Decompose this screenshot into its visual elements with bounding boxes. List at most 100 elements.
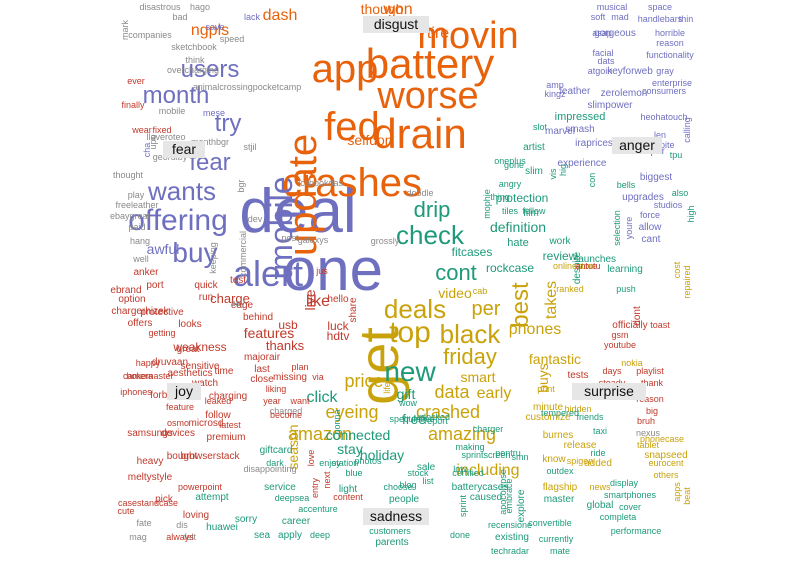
- word: port: [146, 280, 163, 291]
- word: devices: [161, 428, 195, 439]
- word: play: [128, 190, 145, 200]
- word: ebrand: [110, 285, 141, 296]
- word: great: [177, 344, 200, 355]
- word: grossly: [371, 236, 400, 246]
- word: apps: [672, 482, 682, 502]
- word: fellow: [522, 206, 546, 216]
- word: ich: [298, 178, 310, 188]
- word: freeleather: [115, 200, 158, 210]
- word: playlist: [636, 366, 664, 376]
- word: cha: [142, 143, 152, 158]
- word: fixed: [152, 125, 171, 135]
- word: bruh: [637, 416, 655, 426]
- word: dont: [632, 306, 643, 326]
- word: dev: [248, 214, 263, 224]
- word: heavy: [137, 456, 164, 467]
- word: casestandcase: [118, 498, 178, 508]
- word: master: [544, 494, 575, 505]
- word: career: [282, 516, 311, 527]
- word: getting: [148, 328, 175, 338]
- word: click: [306, 389, 338, 406]
- word: news: [589, 482, 611, 492]
- word: leather: [560, 86, 591, 97]
- word: musical: [597, 2, 628, 12]
- word: latest: [219, 420, 241, 430]
- word: sale: [417, 462, 436, 473]
- word: wants: [147, 176, 216, 206]
- word: hig: [558, 164, 568, 176]
- word: facial: [592, 48, 613, 58]
- word: kingz: [544, 89, 566, 99]
- word: space: [648, 2, 672, 12]
- word: smart: [461, 369, 496, 385]
- word: overcharging: [167, 65, 219, 75]
- word: thing: [490, 192, 510, 202]
- word: marvel: [545, 126, 575, 137]
- word: tablet: [637, 440, 660, 450]
- sector-label-joy: joy: [167, 383, 201, 400]
- word: update: [281, 134, 325, 256]
- word: mese: [203, 108, 225, 118]
- word: cab: [473, 286, 488, 296]
- word: content: [333, 492, 363, 502]
- word: friday: [443, 344, 497, 369]
- word: upgrades: [622, 192, 664, 203]
- word: amazing: [428, 424, 496, 444]
- word: happy: [136, 358, 161, 368]
- sector-label-disgust: disgust: [363, 16, 429, 33]
- word: currently: [539, 534, 574, 544]
- word: service: [264, 482, 296, 493]
- word: selection: [612, 210, 622, 246]
- word: toast: [650, 320, 670, 330]
- word: gorgeous: [594, 28, 636, 39]
- word: spigen: [567, 456, 594, 466]
- word: launches: [576, 254, 616, 265]
- word: functionality: [646, 50, 694, 60]
- word: asap: [592, 28, 612, 38]
- word: eyeing: [325, 402, 378, 422]
- word: display: [610, 478, 639, 488]
- word: hello: [327, 294, 349, 305]
- word: impressed: [555, 111, 606, 123]
- word: forbes: [150, 390, 178, 401]
- word: angry: [499, 179, 522, 189]
- word: year: [263, 396, 281, 406]
- word: mark: [120, 20, 130, 40]
- word: powerpoint: [178, 482, 223, 492]
- word: release: [564, 440, 597, 451]
- sector-label-text: anger: [619, 137, 655, 153]
- word: buys: [535, 363, 551, 393]
- word: worse: [376, 75, 478, 117]
- word: station: [332, 458, 359, 468]
- word: well: [132, 254, 149, 264]
- word: stay: [337, 441, 363, 457]
- word: blog: [399, 480, 416, 490]
- word: reason: [656, 38, 684, 48]
- word: light: [339, 484, 358, 495]
- word: aesthetics: [167, 368, 212, 379]
- word: amazon: [288, 424, 352, 444]
- word: unlocked: [414, 412, 450, 422]
- word: keyforweb: [607, 66, 653, 77]
- word: wear: [131, 125, 152, 135]
- word: app: [312, 47, 379, 91]
- word: tire: [427, 25, 449, 42]
- word: vis: [548, 168, 558, 179]
- sector-label-fear: fear: [163, 141, 205, 158]
- word: tempered: [541, 408, 579, 418]
- word: cost: [672, 261, 682, 278]
- word: thin: [679, 14, 694, 24]
- word: handlebars: [638, 14, 683, 24]
- word: bad: [172, 12, 187, 22]
- word: list: [423, 476, 434, 486]
- word: camera: [123, 371, 153, 381]
- sector-label-text: disgust: [374, 16, 418, 32]
- word: upo: [148, 134, 158, 149]
- word: keeping: [208, 242, 218, 274]
- word: gift: [397, 386, 416, 402]
- word: protection: [496, 191, 549, 205]
- word: connected: [326, 427, 391, 443]
- word: stock: [407, 468, 429, 478]
- word: completa: [600, 512, 637, 522]
- word: cute: [117, 506, 134, 516]
